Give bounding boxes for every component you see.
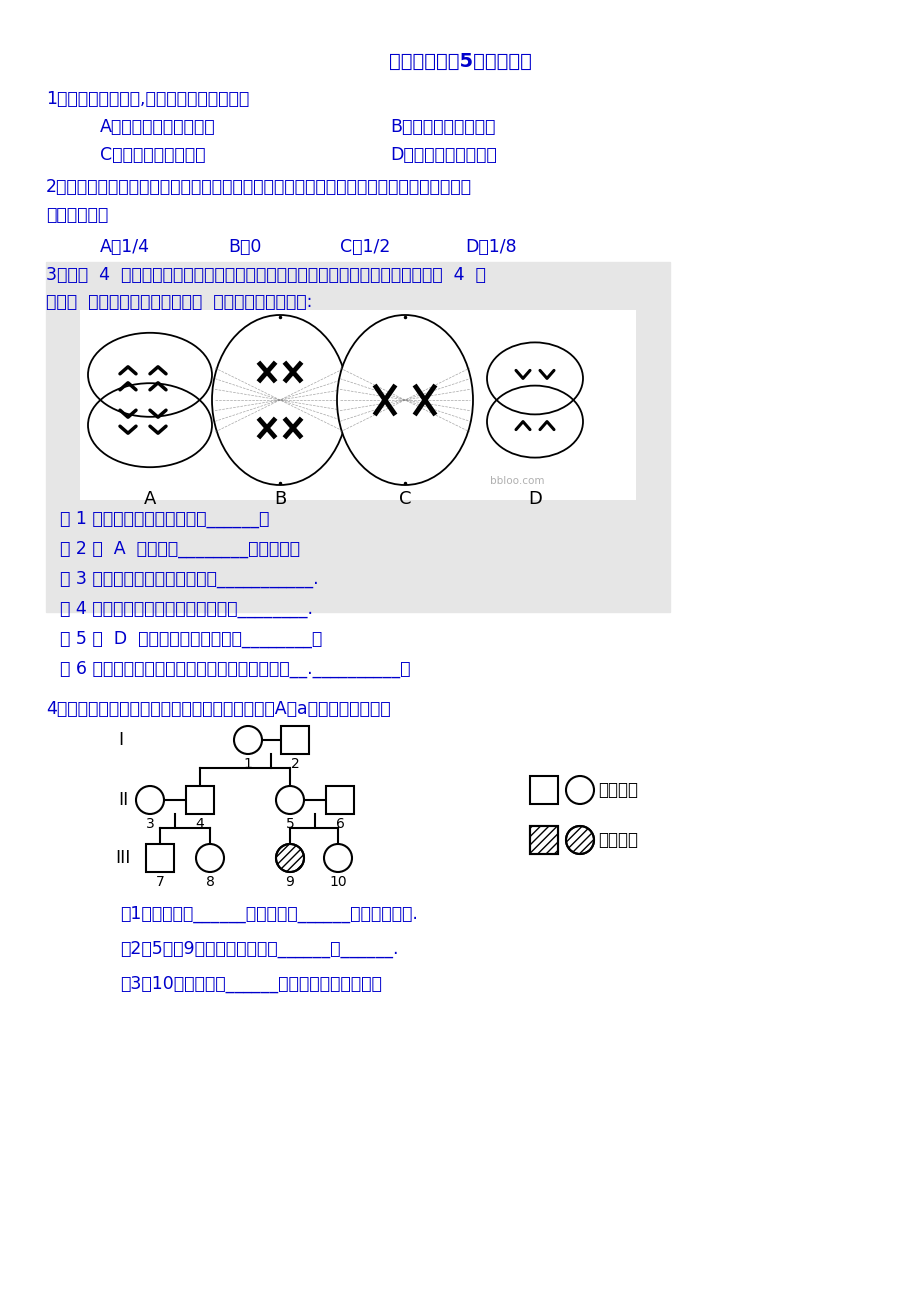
Ellipse shape [196, 844, 223, 872]
Text: bbloo.com: bbloo.com [490, 477, 544, 486]
Text: 10: 10 [329, 875, 346, 889]
Text: 儿子的几率是: 儿子的几率是 [46, 206, 108, 224]
Text: A．1/4: A．1/4 [100, 238, 150, 256]
Bar [46, 262, 669, 612]
Text: 7: 7 [155, 875, 165, 889]
Ellipse shape [211, 315, 347, 486]
Text: D．1/8: D．1/8 [464, 238, 516, 256]
Text: 5: 5 [285, 816, 294, 831]
Ellipse shape [136, 786, 164, 814]
Text: B．第一次分裂结束时: B．第一次分裂结束时 [390, 118, 494, 135]
Text: 高一下学期第5周周测试题: 高一下学期第5周周测试题 [388, 52, 531, 72]
Text: 正常男女: 正常男女 [597, 781, 637, 799]
Text: 3: 3 [145, 816, 154, 831]
Ellipse shape [276, 844, 303, 872]
Text: A: A [143, 490, 156, 508]
Text: D: D [528, 490, 541, 508]
Ellipse shape [323, 844, 352, 872]
Text: 9: 9 [285, 875, 294, 889]
Text: C．1/2: C．1/2 [340, 238, 390, 256]
Bar [325, 786, 354, 814]
Bar [146, 844, 174, 872]
Text: 6: 6 [335, 816, 344, 831]
Text: 3、下图  4  个细胞是某雌性动物体内不同细胞分裂示意图（假设该动物的体细胞有  4  条: 3、下图 4 个细胞是某雌性动物体内不同细胞分裂示意图（假设该动物的体细胞有 4… [46, 266, 485, 284]
Text: （ 5 ）  D  产生的子细胞的名称是________。: （ 5 ） D 产生的子细胞的名称是________。 [60, 630, 322, 648]
Text: 1、减数分裂过程中,染色体数目减半发生在: 1、减数分裂过程中,染色体数目减半发生在 [46, 90, 249, 108]
Text: 4、如图是某种遗传病的家族系谱．据图回答（以A、a表示有关基因）：: 4、如图是某种遗传病的家族系谱．据图回答（以A、a表示有关基因）： [46, 700, 391, 717]
Text: 染色体  ，无基因突变和交叉互换  ），请回答以下问题:: 染色体 ，无基因突变和交叉互换 ），请回答以下问题: [46, 293, 312, 311]
Text: （ 6 ）分裂过程中会发生等位基因分离的细胞是__.__________。: （ 6 ）分裂过程中会发生等位基因分离的细胞是__.__________。 [60, 660, 410, 678]
Ellipse shape [565, 776, 594, 805]
Text: B: B [274, 490, 286, 508]
Bar [280, 727, 309, 754]
Text: III: III [115, 849, 130, 867]
Text: C．第二次分裂结束时: C．第二次分裂结束时 [100, 146, 205, 164]
Bar [529, 825, 558, 854]
Text: 患病男女: 患病男女 [597, 831, 637, 849]
Text: （3）10号基因型是______，她是杂合子的概率是: （3）10号基因型是______，她是杂合子的概率是 [119, 975, 381, 993]
Text: 2、一对夫妻色觉正常，他们的父母也均正常，但妻子的弟弟患色盲，则这对夫妻生一个色盲: 2、一对夫妻色觉正常，他们的父母也均正常，但妻子的弟弟患色盲，则这对夫妻生一个色… [46, 178, 471, 197]
Text: （1）该病是由______染色体上的______性基因控制的.: （1）该病是由______染色体上的______性基因控制的. [119, 905, 417, 923]
Text: 4: 4 [196, 816, 204, 831]
Text: II: II [118, 792, 128, 809]
Text: B．0: B．0 [228, 238, 261, 256]
Ellipse shape [233, 727, 262, 754]
Text: C: C [398, 490, 411, 508]
Text: 8: 8 [205, 875, 214, 889]
Text: （ 4 ）不具有姐妹染色单体的细胞有________.: （ 4 ）不具有姐妹染色单体的细胞有________. [60, 600, 312, 618]
Text: 2: 2 [290, 756, 299, 771]
Text: D．精细胞变成精子时: D．精细胞变成精子时 [390, 146, 496, 164]
Bar [80, 310, 635, 500]
Bar [186, 786, 214, 814]
Ellipse shape [336, 315, 472, 486]
Ellipse shape [276, 786, 303, 814]
Text: A．精原细胞滋长增大时: A．精原细胞滋长增大时 [100, 118, 215, 135]
Text: （ 2 ）  A  细胞中有________条染色体。: （ 2 ） A 细胞中有________条染色体。 [60, 540, 300, 559]
Text: （ 3 ）具有同源染色体的细胞有___________.: （ 3 ）具有同源染色体的细胞有___________. [60, 570, 318, 589]
Text: 1: 1 [244, 756, 252, 771]
Bar [529, 776, 558, 805]
Bar [529, 825, 558, 854]
Text: I: I [118, 730, 123, 749]
Text: （ 1 ）图中属于减数分裂的有______。: （ 1 ）图中属于减数分裂的有______。 [60, 510, 269, 529]
Text: （2）5号和9号的基因型分别是______和______.: （2）5号和9号的基因型分别是______和______. [119, 940, 398, 958]
Ellipse shape [565, 825, 594, 854]
